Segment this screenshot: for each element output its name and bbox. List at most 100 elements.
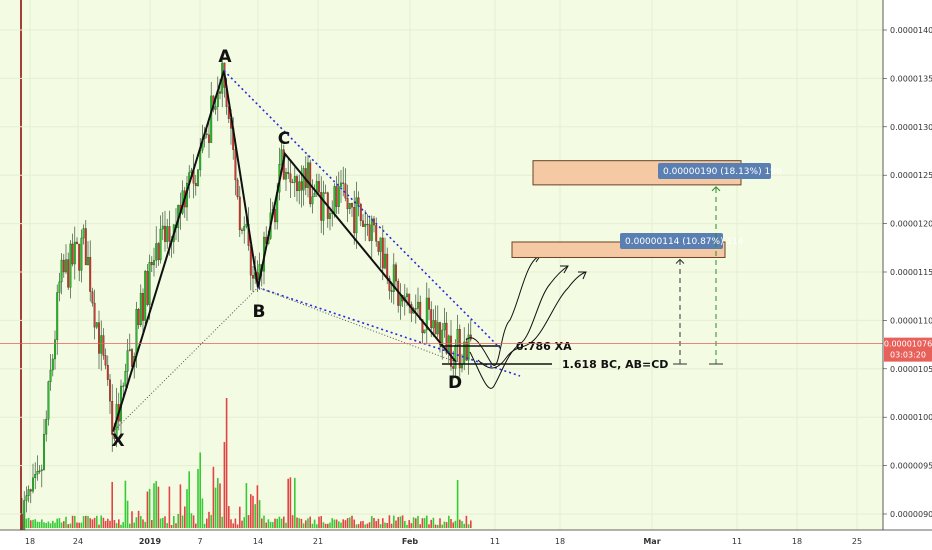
volume-bar [203, 523, 206, 528]
candle-body [73, 241, 76, 265]
candle-body [93, 302, 96, 328]
volume-bar [109, 520, 111, 528]
x-tick-label: 18 [25, 537, 35, 546]
volume-bar [76, 522, 78, 528]
volume-bar [375, 521, 377, 528]
volume-bar [338, 521, 340, 528]
candle-body [340, 182, 342, 187]
volume-bar [43, 522, 45, 528]
volume-bar [430, 519, 432, 528]
volume-bar [428, 524, 430, 528]
volume-bar [74, 515, 76, 528]
x-tick-label: Feb [402, 537, 419, 546]
volume-bar [324, 523, 327, 528]
candle-body [348, 203, 351, 210]
lower-channel-line [257, 286, 521, 377]
volume-bar [135, 517, 138, 528]
candle-body [362, 220, 364, 227]
candle-body [417, 301, 419, 309]
measure-arrow-1 [675, 258, 685, 264]
candle-body [102, 335, 105, 356]
volume-bar [362, 521, 364, 528]
candle-body [252, 275, 254, 279]
volume-bar [155, 481, 157, 528]
volume-bar [98, 524, 100, 528]
volume-bar [201, 498, 204, 528]
volume-bar [355, 524, 358, 528]
volume-bar [379, 524, 382, 528]
volume-bar [353, 519, 355, 528]
candle-body [450, 335, 452, 367]
candle-body [434, 320, 437, 335]
volume-bar [373, 517, 375, 528]
volume-bar [27, 517, 30, 528]
candle-body [395, 264, 397, 282]
volume-bar [300, 518, 303, 528]
candle-body [144, 271, 147, 321]
volume-bar [236, 524, 239, 528]
upper-channel-line [223, 70, 501, 349]
volume-bar [122, 522, 124, 528]
volume-bar [195, 523, 197, 528]
volume-bar [111, 481, 113, 528]
x-tick-label: 21 [313, 537, 323, 546]
candle-body [25, 495, 28, 501]
candle-body [311, 196, 314, 205]
volume-bar [56, 518, 58, 528]
volume-bar [390, 523, 393, 528]
candle-body [153, 260, 155, 266]
volume-bar [382, 518, 384, 528]
volume-bar [448, 515, 450, 528]
volume-bar [386, 522, 388, 528]
candle-body [337, 186, 340, 207]
candle-body [245, 223, 248, 227]
volume-bar [289, 477, 292, 528]
candle-body [142, 293, 144, 321]
candle-body [84, 228, 87, 266]
candle-body [366, 223, 369, 226]
volume-bar [131, 511, 133, 528]
candle-body [318, 181, 320, 193]
volume-bar [272, 522, 274, 528]
volume-bar [327, 523, 329, 528]
candle-body [384, 253, 386, 269]
candle-body [430, 309, 433, 329]
point-label-a: A [218, 47, 232, 67]
candle-body [205, 133, 208, 135]
volume-bar [357, 524, 360, 528]
volume-bar [320, 516, 322, 528]
volume-bar [177, 513, 179, 528]
candle-body [43, 434, 45, 470]
volume-bar [419, 524, 421, 528]
volume-bar [344, 520, 347, 528]
volume-bar [153, 483, 155, 528]
volume-bar [71, 515, 74, 528]
volume-bar [463, 523, 465, 528]
candle-body [100, 335, 103, 354]
volume-bar [243, 517, 245, 528]
candle-body [285, 171, 287, 180]
volume-bar [395, 520, 397, 528]
candle-body [234, 149, 237, 181]
volume-bar [168, 486, 171, 528]
volume-bar [351, 515, 353, 528]
volume-bar [421, 518, 424, 528]
point-label-x: X [111, 431, 124, 451]
candle-body [302, 168, 305, 191]
volume-bars [21, 398, 472, 528]
right-axis-panel [883, 0, 932, 550]
candle-body [458, 329, 461, 369]
volume-bar [199, 452, 201, 528]
candle-body [58, 281, 61, 293]
volume-bar [166, 523, 168, 528]
volume-bar [179, 484, 182, 528]
volume-bar [423, 518, 426, 528]
volume-bar [186, 489, 188, 528]
candle-body [238, 196, 241, 231]
candle-body [148, 262, 151, 305]
x-tick-label: 25 [852, 537, 862, 546]
